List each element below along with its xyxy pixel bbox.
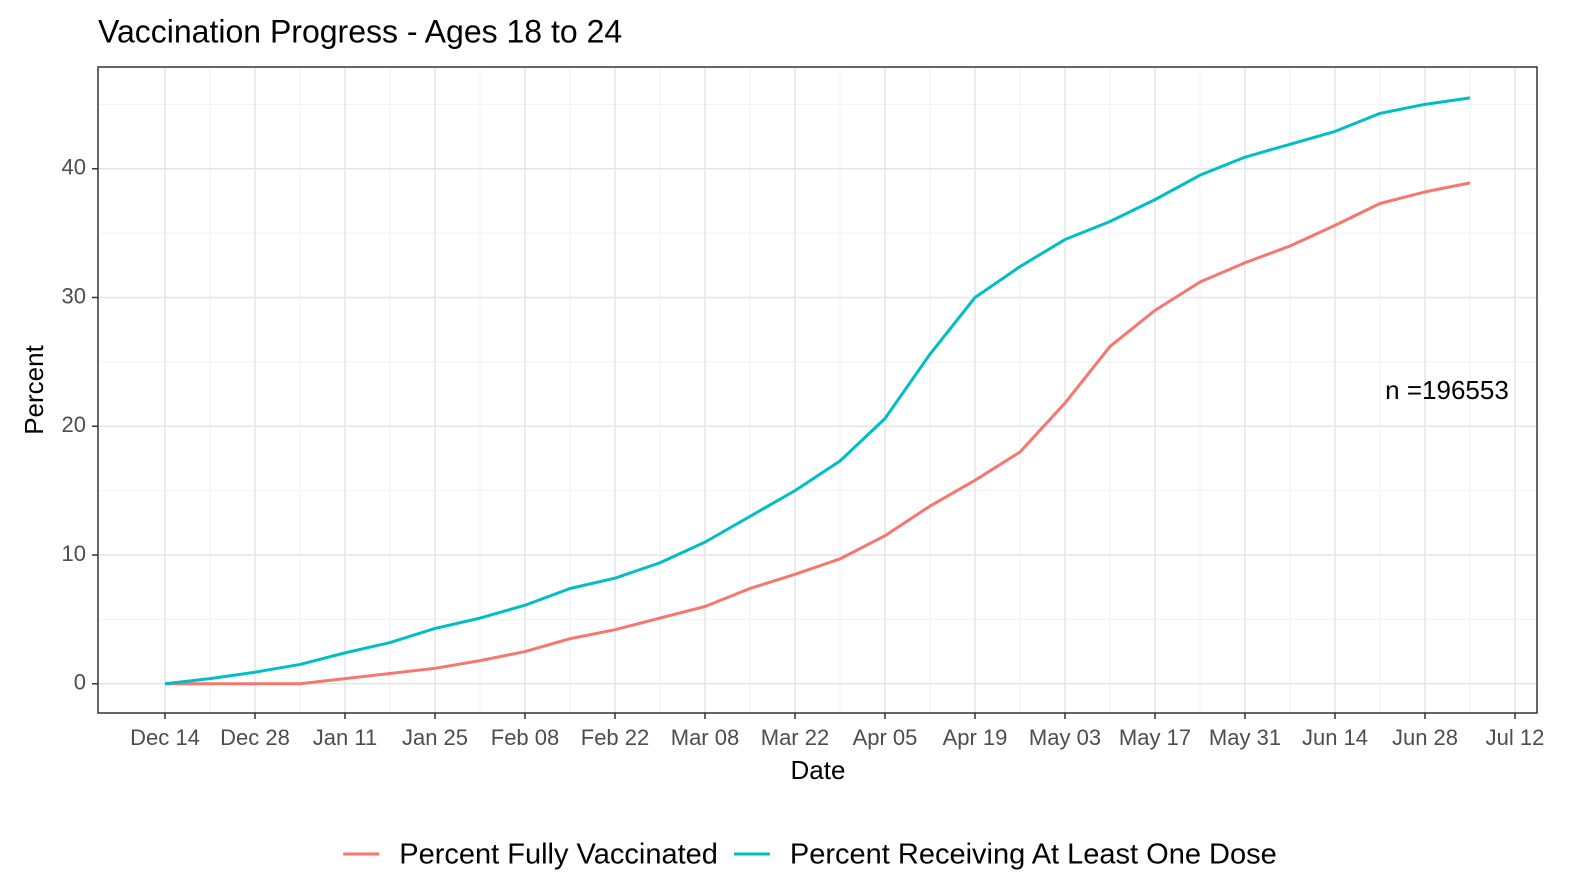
chart-title: Vaccination Progress - Ages 18 to 24 [98,13,622,49]
data-line [165,181,1471,686]
annotation: n =196553 [1385,375,1509,405]
x-tick-label: Dec 14 [130,725,200,750]
x-tick-label: Dec 28 [220,725,290,750]
x-tick-label: Apr 19 [943,725,1008,750]
x-tick-label: Apr 05 [853,725,918,750]
y-tick-label: 30 [62,283,86,308]
x-tick-label: Jun 28 [1392,725,1458,750]
x-tick-label: Mar 08 [671,725,739,750]
x-axis-label: Date [791,755,846,785]
y-tick-label: 40 [62,155,86,180]
x-tick-label: Feb 08 [491,725,560,750]
x-tick-label: Jul 12 [1486,725,1545,750]
x-tick-label: May 03 [1029,725,1101,750]
legend-label: Percent Fully Vaccinated [399,839,718,871]
x-tick-label: May 17 [1119,725,1191,750]
legend-label: Percent Receiving At Least One Dose [790,839,1277,871]
x-tick-label: Jun 14 [1302,725,1368,750]
x-tick-label: May 31 [1209,725,1281,750]
y-tick-label: 20 [62,412,86,437]
plot-border [97,66,1538,714]
y-axis-label: Percent [19,344,49,434]
x-tick-label: Jan 25 [402,725,468,750]
data-line [164,96,1471,686]
x-tick-label: Jan 11 [313,725,377,750]
y-tick-label: 10 [62,541,86,566]
x-tick-label: Mar 22 [761,725,829,750]
x-tick-label: Feb 22 [581,725,650,750]
y-tick-label: 0 [74,670,86,695]
